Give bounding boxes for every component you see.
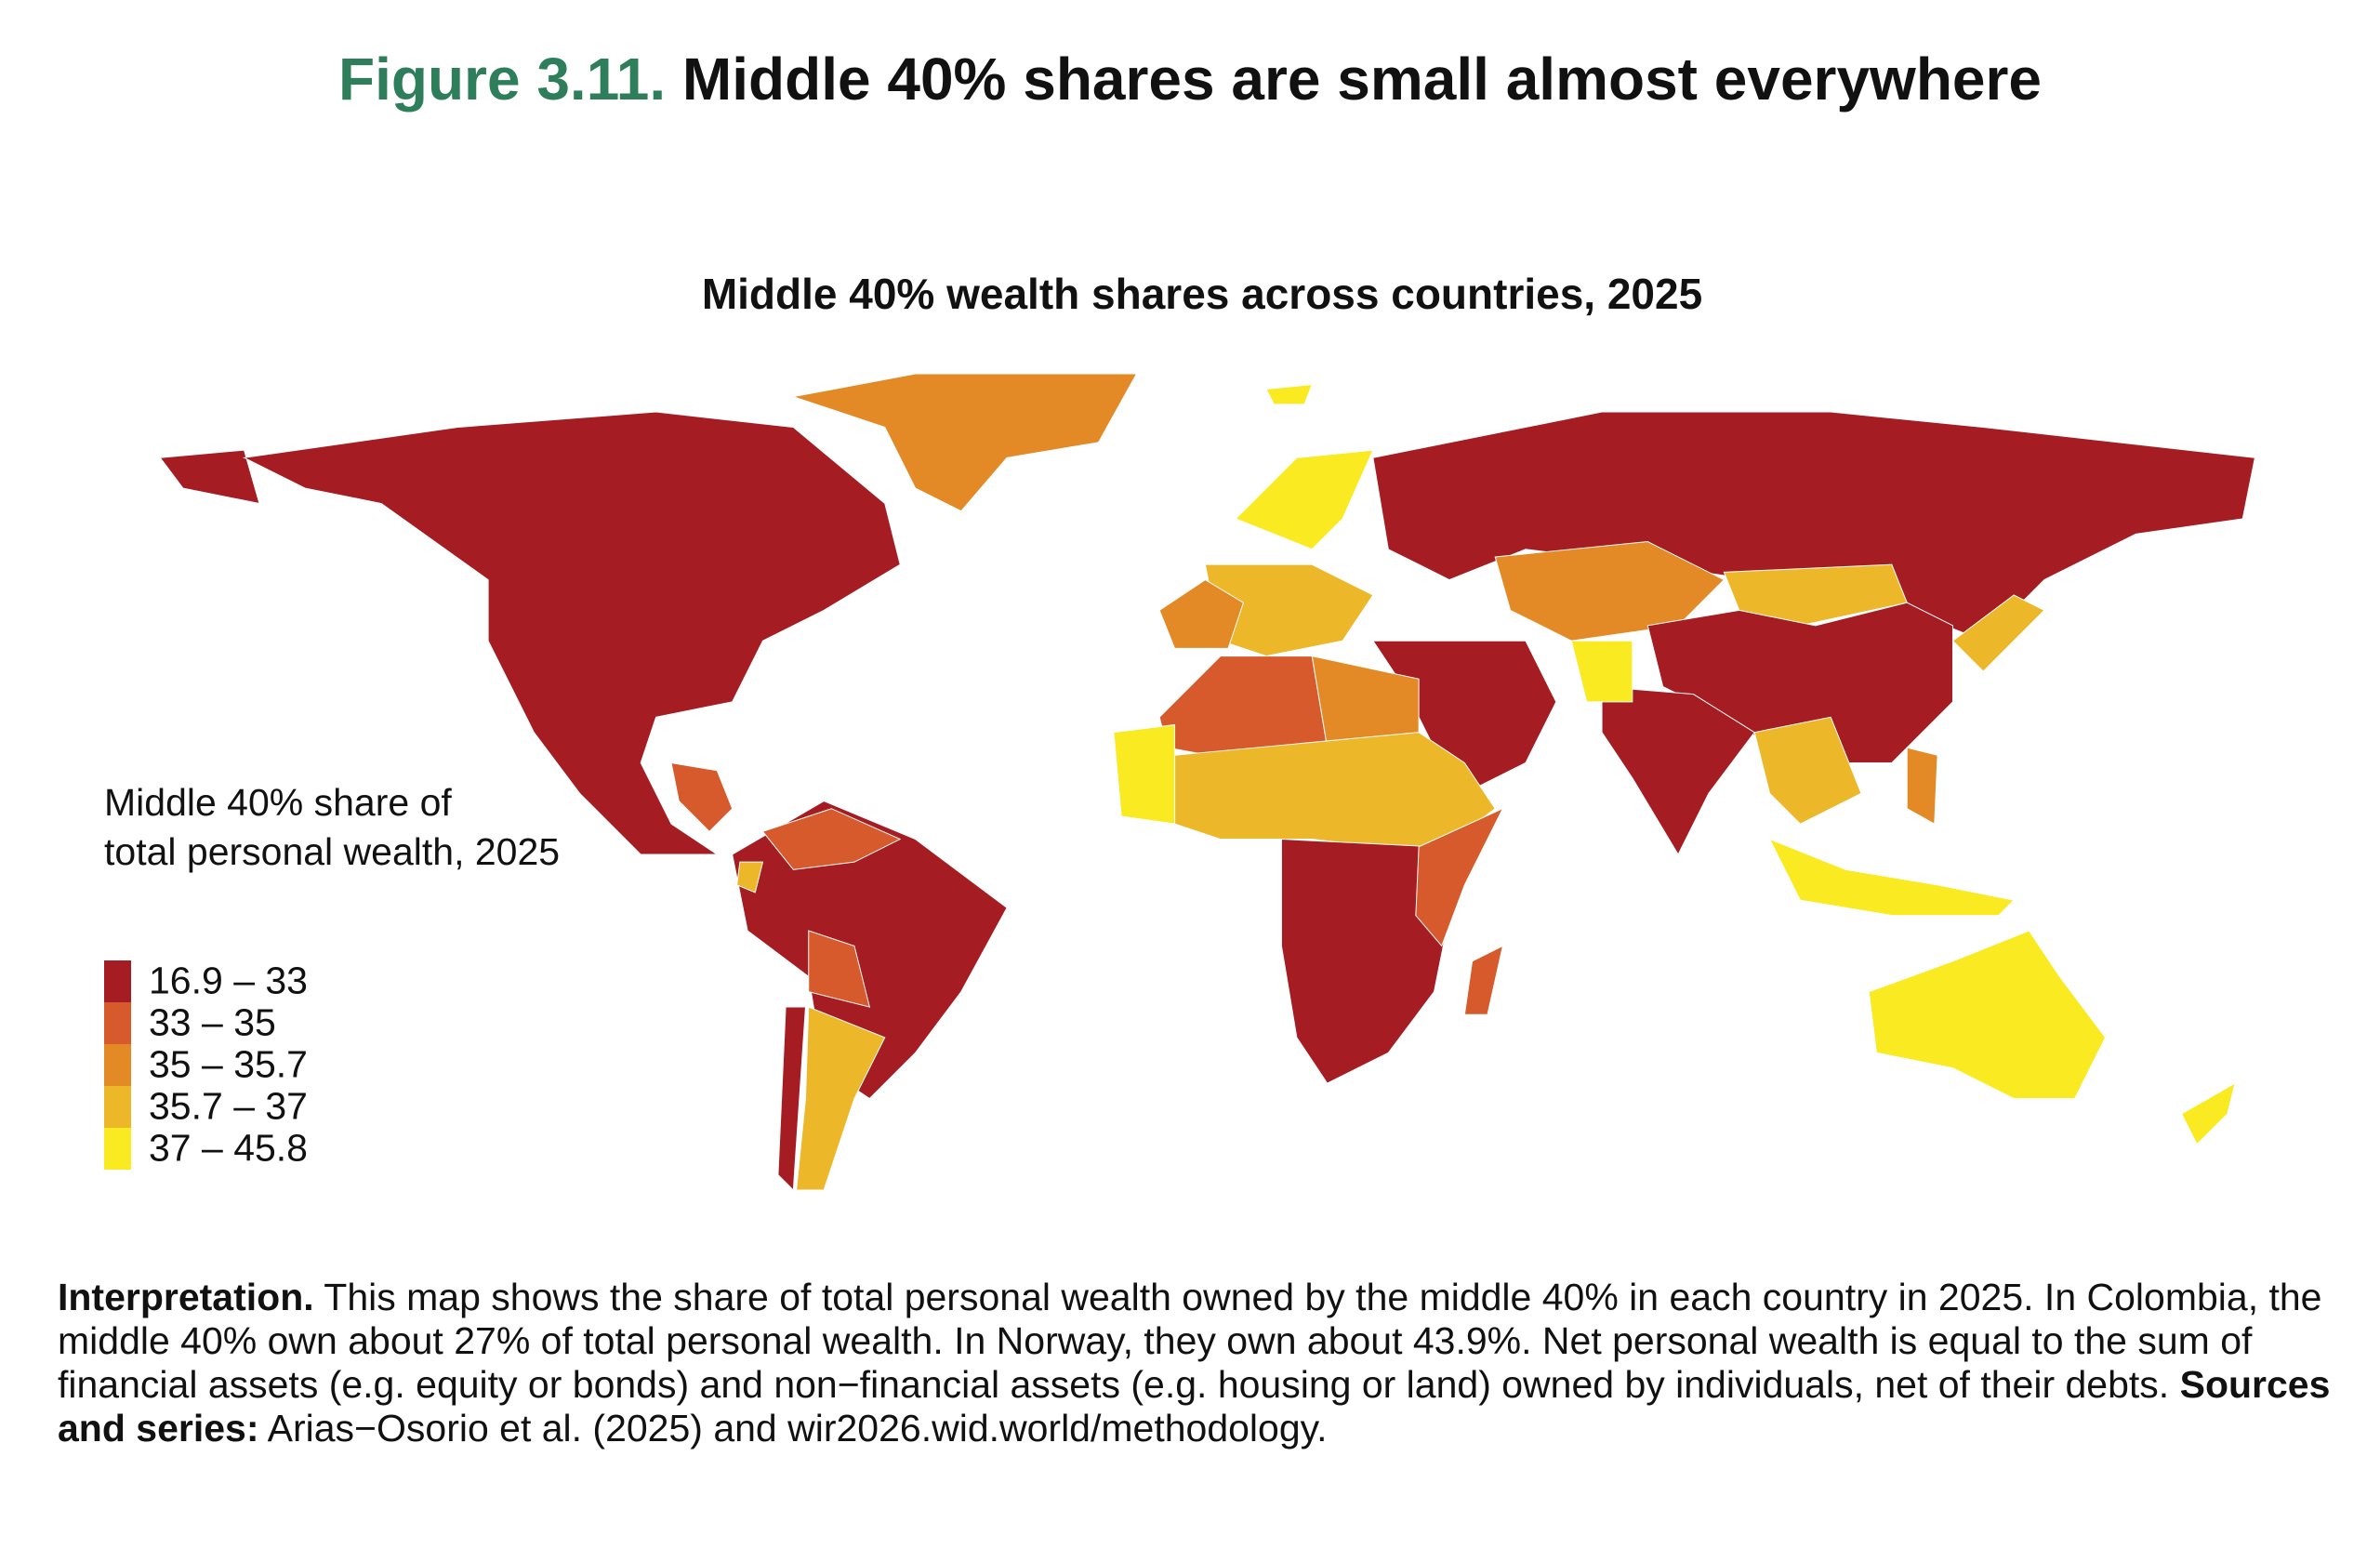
country [1951,594,2045,672]
country [242,411,901,855]
legend-swatch [104,1086,131,1128]
country [1265,383,1314,405]
country [1113,723,1176,825]
legend-swatch [104,1128,131,1170]
title-text: Middle 40% shares are small almost every… [681,46,2043,113]
country [670,761,734,833]
country [761,808,902,870]
map-subtitle: Middle 40% wealth shares across countrie… [702,270,1702,318]
country [1768,838,2016,917]
legend-title-line: total personal wealth, 2025 [104,830,560,873]
country [791,373,1138,512]
legend-label: 37 – 45.8 [149,1126,308,1169]
legend-title-line: Middle 40% share of [104,781,452,824]
country [736,861,764,894]
country [732,800,1008,1100]
legend-swatch [104,1044,131,1086]
world-map [159,373,2255,1192]
country [1868,930,2107,1100]
country [808,930,871,1008]
country [1601,685,1755,855]
country [1463,945,1504,1015]
legend-label: 16.9 – 33 [149,959,308,1001]
sources-lead: Sources and series: [58,1363,2331,1449]
country [1906,747,1938,825]
interpretation: Interpretation. This map shows the share… [58,1276,2345,1450]
legend-swatch [104,1002,131,1044]
country [1158,578,1245,649]
legend-label: 33 – 35 [149,1000,276,1043]
country [159,449,260,505]
figure-label: Figure 3.11. [337,46,667,113]
legend-swatch [104,960,131,1002]
sources-text: Arias−Osorio et al. (2025) and wir2026.w… [267,1407,1328,1449]
country [777,1006,806,1192]
country [1235,449,1374,550]
figure-title: Figure 3.11. Middle 40% shares are small… [0,45,2380,113]
country [1723,563,1908,627]
interpretation-text: This map shows the share of total person… [58,1276,2322,1406]
country [1753,716,1862,825]
legend-label: 35.7 – 37 [149,1084,308,1127]
country [1415,807,1504,947]
map-chart: Middle 40% wealth shares across countrie… [104,270,2255,1192]
country [1570,640,1633,703]
interpretation-lead: Interpretation. [58,1276,314,1318]
country [2180,1082,2236,1145]
country [796,1006,886,1191]
legend-label: 35 – 35.7 [149,1042,308,1085]
